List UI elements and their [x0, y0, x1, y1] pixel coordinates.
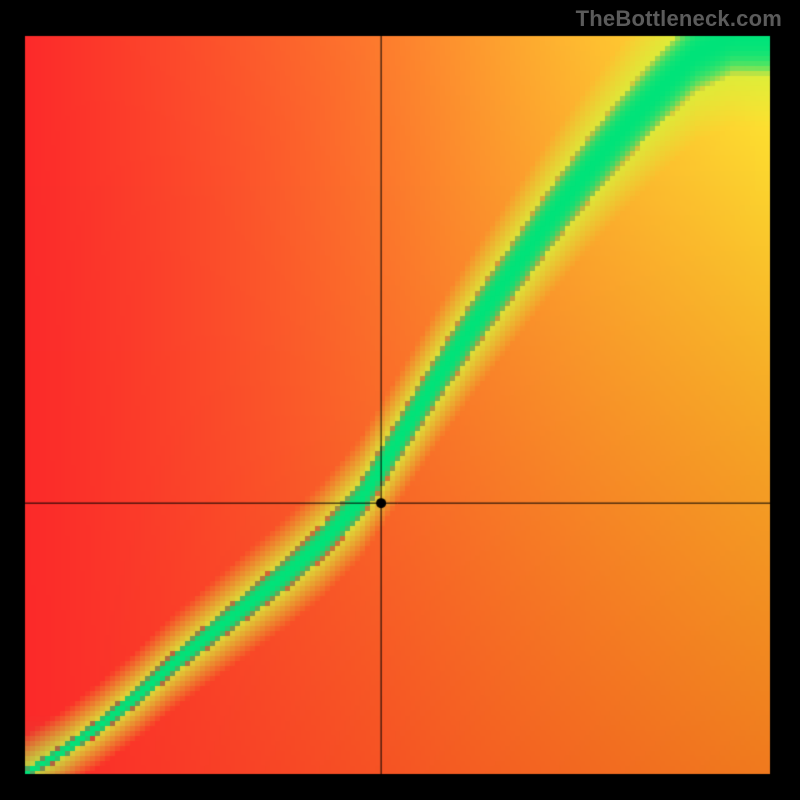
- watermark-text: TheBottleneck.com: [576, 6, 782, 32]
- heatmap-canvas: [0, 0, 800, 800]
- chart-container: TheBottleneck.com: [0, 0, 800, 800]
